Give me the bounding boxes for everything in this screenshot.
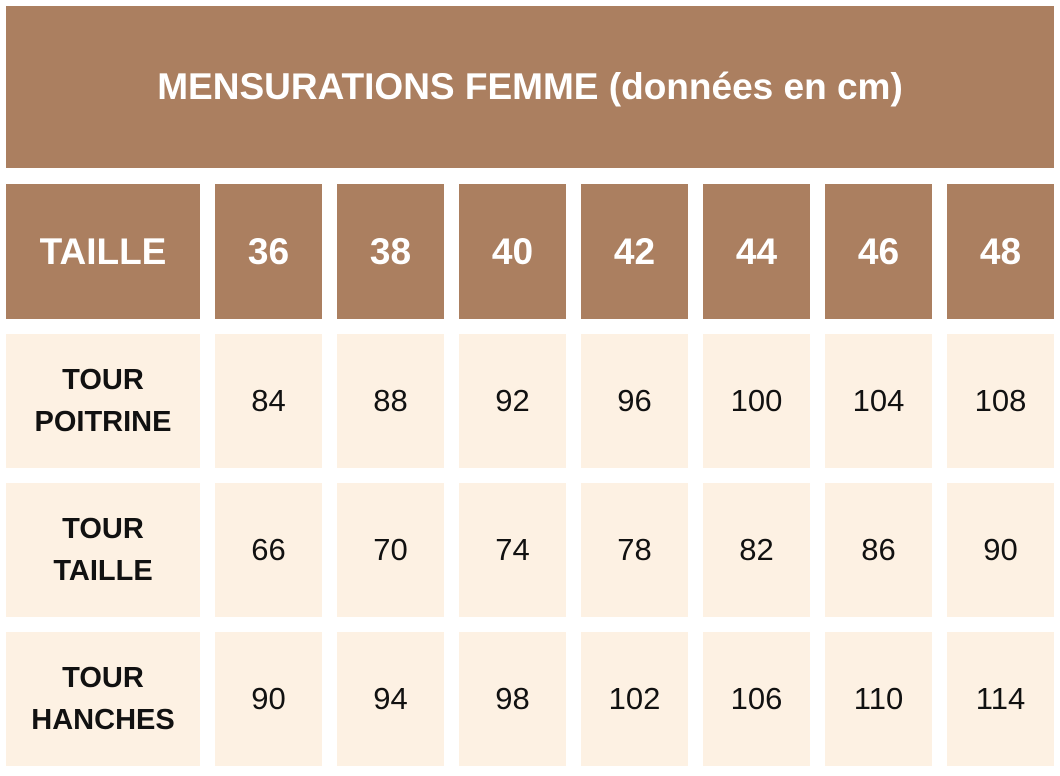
measurement-cell: 104	[825, 334, 932, 468]
row-label-line2: HANCHES	[31, 704, 175, 736]
row-label-cell: TOUR POITRINE	[6, 334, 200, 468]
measurement-cell: 84	[215, 334, 322, 468]
measurement-value: 94	[373, 681, 408, 716]
size-header: 46	[857, 230, 900, 272]
size-header-cell: 36	[215, 184, 322, 319]
size-header: 44	[735, 230, 778, 272]
measurement-cell: 102	[581, 632, 688, 766]
measurement-cell: 100	[703, 334, 810, 468]
measurement-value: 70	[373, 532, 408, 567]
measurement-cell: 86	[825, 483, 932, 617]
header-label-cell: TAILLE	[6, 184, 200, 319]
size-header-cell: 46	[825, 184, 932, 319]
measurement-cell: 98	[459, 632, 566, 766]
size-header-cell: 44	[703, 184, 810, 319]
measurement-value: 110	[853, 681, 904, 716]
header-label: TAILLE	[39, 230, 167, 272]
row-label-line2: POITRINE	[34, 406, 172, 438]
measurement-value: 104	[852, 383, 905, 418]
size-header-cell: 48	[947, 184, 1054, 319]
measurement-cell: 90	[215, 632, 322, 766]
size-header: 36	[247, 230, 290, 272]
row-label-cell: TOUR HANCHES	[6, 632, 200, 766]
measurement-value: 96	[617, 383, 652, 418]
measurement-cell: 70	[337, 483, 444, 617]
size-header-cell: 40	[459, 184, 566, 319]
measurement-value: 78	[617, 532, 652, 567]
size-chart-table: TAILLE 36 38 40 42 44 46 48 TOUR POITRIN…	[6, 184, 1054, 766]
measurement-cell: 94	[337, 632, 444, 766]
size-header-cell: 38	[337, 184, 444, 319]
measurement-value: 100	[730, 383, 783, 418]
measurement-cell: 74	[459, 483, 566, 617]
measurement-value: 108	[974, 383, 1027, 418]
measurement-cell: 92	[459, 334, 566, 468]
size-header: 48	[979, 230, 1022, 272]
measurement-value: 88	[373, 383, 408, 418]
measurement-value: 66	[251, 532, 286, 567]
row-label-line1: TOUR	[62, 661, 144, 694]
measurement-cell: 110	[825, 632, 932, 766]
size-header: 38	[369, 230, 412, 272]
measurement-cell: 90	[947, 483, 1054, 617]
measurement-value: 98	[495, 681, 530, 716]
measurement-cell: 88	[337, 334, 444, 468]
measurement-value: 114	[975, 681, 1026, 716]
measurement-cell: 78	[581, 483, 688, 617]
measurement-value: 84	[251, 383, 286, 418]
measurement-value: 106	[730, 681, 783, 716]
measurement-cell: 82	[703, 483, 810, 617]
measurement-value: 86	[861, 532, 896, 567]
measurement-cell: 114	[947, 632, 1054, 766]
measurement-cell: 106	[703, 632, 810, 766]
size-header-cell: 42	[581, 184, 688, 319]
size-header: 42	[613, 230, 656, 272]
row-label-line1: TOUR	[62, 512, 144, 545]
measurement-cell: 96	[581, 334, 688, 468]
measurement-value: 82	[739, 532, 774, 567]
row-label-line2: TAILLE	[53, 555, 153, 587]
row-label-line1: TOUR	[62, 363, 144, 396]
measurement-value: 92	[495, 383, 530, 418]
row-label-cell: TOUR TAILLE	[6, 483, 200, 617]
measurement-value: 74	[495, 532, 530, 567]
measurement-value: 90	[251, 681, 286, 716]
measurement-value: 102	[608, 681, 661, 716]
size-header: 40	[491, 230, 534, 272]
measurement-value: 90	[983, 532, 1018, 567]
table-title: MENSURATIONS FEMME (données en cm)	[157, 66, 903, 107]
measurement-cell: 66	[215, 483, 322, 617]
table-title-banner: MENSURATIONS FEMME (données en cm)	[6, 6, 1054, 168]
measurement-cell: 108	[947, 334, 1054, 468]
